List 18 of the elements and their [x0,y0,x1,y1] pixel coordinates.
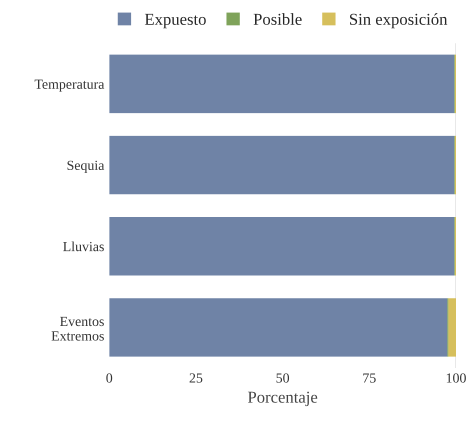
x-tick-label: 25 [190,373,202,383]
legend-label: Expuesto [144,14,206,28]
y-tick-label: Temperatura [34,80,104,92]
bar [109,298,448,357]
bar [109,136,454,194]
bar [109,217,454,276]
y-tick-label: Sequia [68,160,104,173]
legend-label: Posible [254,13,302,25]
x-tick-label: 75 [363,373,376,383]
x-axis-title: Porcentaje [248,392,318,406]
x-tick-label: 50 [276,373,290,383]
bar [109,54,454,114]
y-tick-label: Eventos Extremos [52,316,104,341]
x-tick-label: 0 [106,373,112,383]
x-tick-label: 100 [446,373,466,383]
y-tick-label: Lluvias [63,241,104,252]
bar [448,298,456,357]
legend-label: Sin exposición [350,13,448,28]
